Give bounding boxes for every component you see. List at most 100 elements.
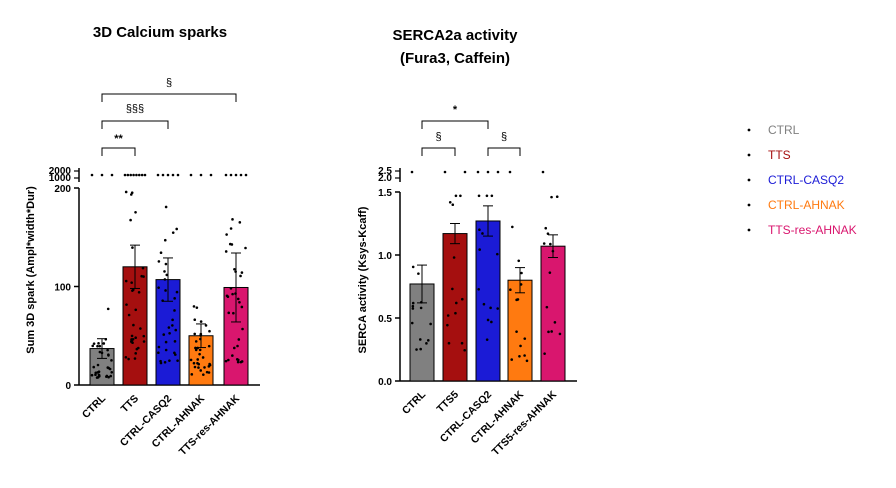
chart2-ytick-label: 0.0 <box>378 377 392 388</box>
chart1-data-point <box>134 336 137 340</box>
chart1-data-point <box>94 371 98 375</box>
chart2-data-point <box>550 195 553 199</box>
chart2-data-point <box>551 249 555 253</box>
chart2-data-point <box>555 195 559 199</box>
chart1-outlier-point <box>234 173 238 177</box>
chart1-data-point <box>127 357 130 361</box>
chart1-data-point <box>168 331 171 335</box>
chart2-ytick-label: 1.5 <box>378 188 392 199</box>
chart1-data-point <box>207 344 211 348</box>
chart1-data-point <box>130 339 133 343</box>
chart1-data-point <box>208 363 212 367</box>
chart1-data-point <box>199 369 203 372</box>
chart1-data-point <box>164 205 168 209</box>
chart1-break-tick-label: 2000 <box>49 166 72 177</box>
chart2-data-point <box>477 194 481 198</box>
chart1-data-point <box>237 338 241 341</box>
chart1-data-point <box>142 334 146 338</box>
chart2-significance-bracket <box>487 147 521 156</box>
chart1-data-point <box>165 273 169 277</box>
chart1-ytick-label: 100 <box>54 283 71 294</box>
chart1-data-point <box>168 359 171 362</box>
chart2-data-point <box>426 339 430 342</box>
chart1-data-point <box>97 374 101 378</box>
chart1-outlier-point <box>126 173 130 177</box>
chart2-data-point <box>511 225 514 229</box>
chart1-data-point <box>132 323 135 327</box>
chart1-significance-label: ** <box>114 133 123 145</box>
chart2-data-point <box>419 306 423 310</box>
chart1-data-point <box>92 365 96 369</box>
chart2-category-label: TTS5-res-AHNAK <box>490 388 560 458</box>
chart2-outlier-point <box>496 170 500 174</box>
chart1-data-point <box>125 303 128 306</box>
chart2-data-point <box>463 348 466 352</box>
chart1-data-point <box>110 371 114 374</box>
chart1-data-point <box>159 359 162 363</box>
chart1-outlier-point <box>90 173 94 177</box>
chart2-data-point <box>411 307 415 310</box>
chart1-data-point <box>163 278 167 281</box>
chart1-data-point <box>192 361 196 365</box>
chart2-category-label: TTS5 <box>434 389 461 416</box>
chart1-data-point <box>98 350 102 354</box>
chart2-data-point <box>451 287 454 291</box>
chart2-data-point <box>418 338 422 341</box>
chart1-data-point <box>163 270 166 273</box>
legend-marker <box>747 228 751 232</box>
chart1-data-point <box>224 250 228 253</box>
chart1-data-point <box>96 344 99 348</box>
chart1-data-point <box>238 300 241 304</box>
chart1-data-point <box>141 266 145 270</box>
chart2-outlier-point <box>541 170 545 174</box>
chart1-data-point <box>175 227 178 231</box>
chart2-data-point <box>553 321 557 324</box>
chart1-data-point <box>197 366 200 369</box>
chart1-outlier-point <box>123 173 127 177</box>
chart1-data-point <box>106 348 109 352</box>
chart1-data-point <box>199 320 203 323</box>
chart2-data-point <box>525 359 529 363</box>
chart1-data-point <box>174 328 178 332</box>
chart1-data-point <box>207 371 211 374</box>
chart2-data-point <box>543 352 546 355</box>
chart1-data-point <box>161 299 164 302</box>
chart2-data-point <box>519 344 522 348</box>
chart1-significance-bracket <box>101 93 237 102</box>
legend-label: CTRL-AHNAK <box>768 198 845 212</box>
chart1-outlier-point <box>135 173 138 177</box>
legend-marker <box>747 153 751 157</box>
chart1-outlier-point <box>209 173 213 177</box>
chart2-data-point <box>446 323 449 327</box>
chart2-break-tick-label: 2.5 <box>378 166 392 177</box>
chart1-data-point <box>193 332 197 336</box>
chart2-data-point <box>545 305 549 309</box>
chart1-data-point <box>109 374 113 378</box>
chart1-category-label: TTS <box>119 393 142 416</box>
chart1-significance-bracket <box>101 147 136 156</box>
chart2-data-point <box>544 226 548 230</box>
chart1-data-point <box>137 290 141 294</box>
chart1-data-point <box>231 354 234 357</box>
chart1-data-point <box>159 251 163 254</box>
chart2-ytick-label: 0.5 <box>378 314 392 325</box>
chart2-data-point <box>490 320 493 324</box>
chart1-data-point <box>100 351 104 355</box>
chart1-significance-label: § <box>166 77 172 89</box>
chart1-data-point <box>190 373 194 376</box>
chart1-data-point <box>236 360 240 364</box>
chart1-outlier-point <box>110 173 114 177</box>
chart1-data-point <box>162 333 166 336</box>
chart2-data-point <box>410 321 414 325</box>
chart2-data-point <box>509 288 512 292</box>
chart1-data-point <box>230 243 234 246</box>
chart1-data-point <box>167 326 171 329</box>
chart2-data-point <box>496 307 499 310</box>
chart2-data-point <box>459 194 462 198</box>
chart1-data-point <box>131 246 134 249</box>
chart1-data-point <box>102 342 106 345</box>
chart2-bar <box>475 220 501 382</box>
legend-marker <box>747 178 751 182</box>
chart1-data-point <box>164 262 168 266</box>
